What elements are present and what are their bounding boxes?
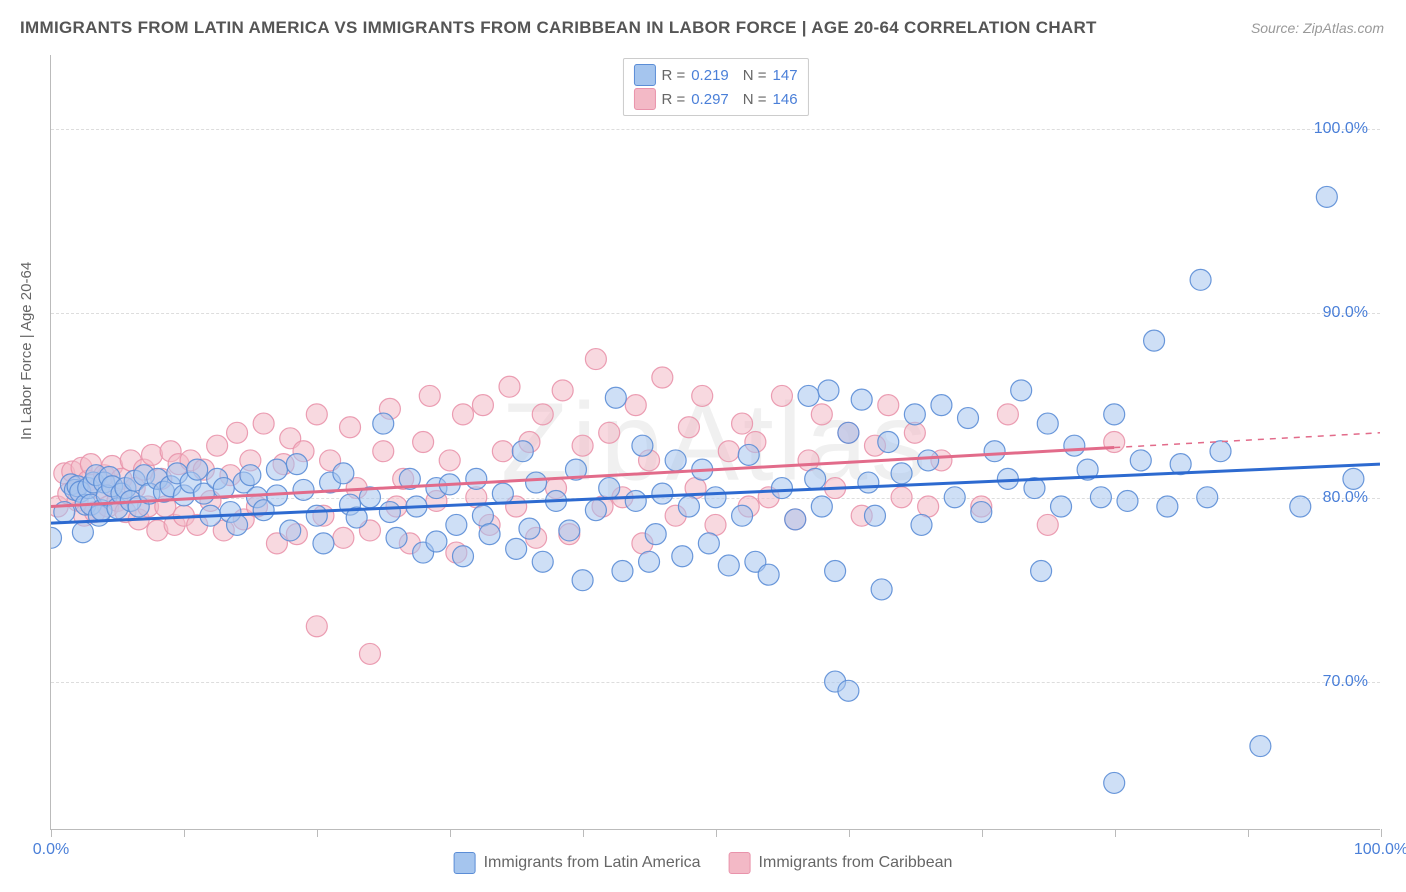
source-label: Source: ZipAtlas.com bbox=[1251, 20, 1384, 36]
r-label: R = bbox=[661, 67, 685, 84]
xtick-label: 100.0% bbox=[1354, 841, 1406, 859]
swatch-latin-icon bbox=[454, 852, 476, 874]
legend-correlation: R = 0.219 N = 147 R = 0.297 N = 146 bbox=[622, 58, 808, 116]
chart-container: IMMIGRANTS FROM LATIN AMERICA VS IMMIGRA… bbox=[0, 0, 1406, 892]
r-label: R = bbox=[661, 91, 685, 108]
legend-row-latin: R = 0.219 N = 147 bbox=[633, 63, 797, 87]
xtick-label: 0.0% bbox=[33, 841, 69, 859]
swatch-latin-icon bbox=[633, 64, 655, 86]
y-axis-label: In Labor Force | Age 20-64 bbox=[18, 262, 35, 440]
plot-area: ZipAtlas R = 0.219 N = 147 R = 0.297 N =… bbox=[50, 55, 1380, 830]
legend-item-latin: Immigrants from Latin America bbox=[454, 852, 701, 874]
legend-label-caribbean: Immigrants from Caribbean bbox=[759, 854, 953, 872]
n-label: N = bbox=[743, 67, 767, 84]
n-value-caribbean: 146 bbox=[773, 91, 798, 108]
legend-row-caribbean: R = 0.297 N = 146 bbox=[633, 87, 797, 111]
legend-series: Immigrants from Latin America Immigrants… bbox=[454, 852, 953, 874]
r-value-latin: 0.219 bbox=[691, 67, 729, 84]
n-value-latin: 147 bbox=[773, 67, 798, 84]
r-value-caribbean: 0.297 bbox=[691, 91, 729, 108]
swatch-caribbean-icon bbox=[633, 88, 655, 110]
swatch-caribbean-icon bbox=[729, 852, 751, 874]
chart-title: IMMIGRANTS FROM LATIN AMERICA VS IMMIGRA… bbox=[20, 18, 1097, 38]
n-label: N = bbox=[743, 91, 767, 108]
plot-svg bbox=[51, 55, 1380, 829]
legend-item-caribbean: Immigrants from Caribbean bbox=[729, 852, 953, 874]
legend-label-latin: Immigrants from Latin America bbox=[484, 854, 701, 872]
